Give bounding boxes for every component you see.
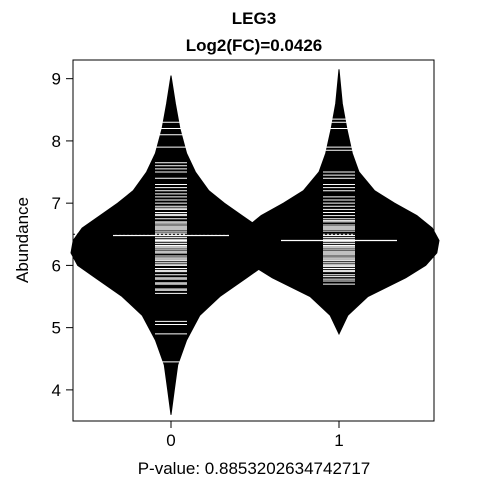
bean-group-1 xyxy=(239,69,439,334)
y-axis: 4 5 6 7 8 9 xyxy=(52,70,73,400)
y-tick-label: 6 xyxy=(52,256,61,275)
y-tick-label: 4 xyxy=(52,381,61,400)
beans-layer xyxy=(71,69,439,415)
y-tick-label: 7 xyxy=(52,194,61,213)
x-tick-label: 0 xyxy=(166,431,175,450)
y-tick-label: 8 xyxy=(52,132,61,151)
x-axis-label: P-value: 0.8853202634742717 xyxy=(138,459,371,478)
chart-subtitle: Log2(FC)=0.0426 xyxy=(186,36,323,55)
x-tick-label: 1 xyxy=(334,431,343,450)
chart-title: LEG3 xyxy=(232,9,276,28)
y-tick-label: 5 xyxy=(52,319,61,338)
bean-shape-1 xyxy=(239,69,439,334)
y-axis-label: Abundance xyxy=(13,197,32,283)
y-tick-label: 9 xyxy=(52,70,61,89)
